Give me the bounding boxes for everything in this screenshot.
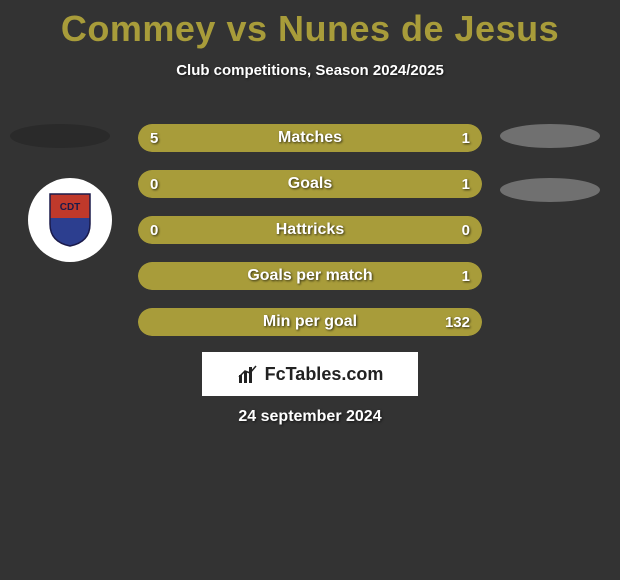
chart-icon	[237, 363, 259, 385]
page-subtitle: Club competitions, Season 2024/2025	[0, 62, 620, 79]
oval-shape	[500, 178, 600, 202]
shield-letters: CDT	[60, 202, 81, 213]
brand-text: FcTables.com	[265, 364, 384, 385]
bar-right-value: 132	[445, 308, 470, 336]
bar-row: Goals per match 1	[138, 262, 482, 290]
bar-right-value: 1	[462, 262, 470, 290]
bar-row: 0 Hattricks 0	[138, 216, 482, 244]
bar-right-value: 1	[462, 124, 470, 152]
bar-row: Min per goal 132	[138, 308, 482, 336]
bar-right-value: 1	[462, 170, 470, 198]
bar-row: 0 Goals 1	[138, 170, 482, 198]
date-text: 24 september 2024	[0, 408, 620, 426]
bar-label: Hattricks	[138, 216, 482, 244]
shield-icon: CDT	[46, 192, 94, 248]
oval-shape	[10, 124, 110, 148]
oval-shape	[500, 124, 600, 148]
bar-label: Matches	[138, 124, 482, 152]
club-logo: CDT	[28, 178, 112, 262]
bar-row: 5 Matches 1	[138, 124, 482, 152]
bar-label: Goals per match	[138, 262, 482, 290]
brand-badge: FcTables.com	[202, 352, 418, 396]
bar-right-value: 0	[462, 216, 470, 244]
bar-label: Min per goal	[138, 308, 482, 336]
comparison-bars: 5 Matches 1 0 Goals 1 0 Hattricks 0 Goal…	[138, 124, 482, 354]
bar-label: Goals	[138, 170, 482, 198]
page-title: Commey vs Nunes de Jesus	[0, 0, 620, 50]
